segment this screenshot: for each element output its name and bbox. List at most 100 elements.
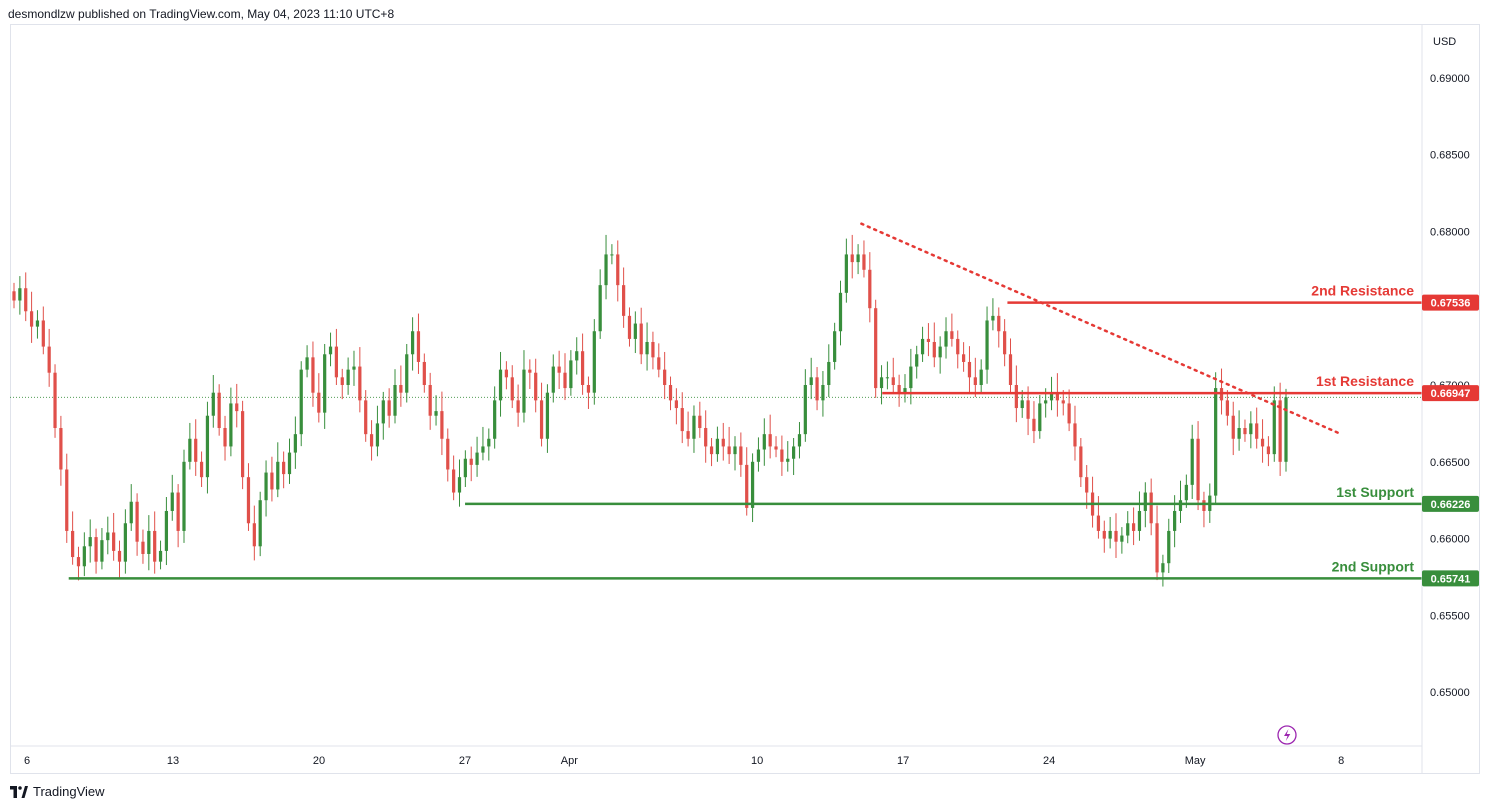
candle-body (287, 452, 292, 475)
y-tick-label: 0.66500 (1430, 457, 1470, 469)
candle (399, 365, 403, 407)
candle-body (194, 438, 198, 462)
candle (616, 240, 620, 302)
candle (317, 373, 321, 423)
flash-icon[interactable] (1277, 725, 1297, 745)
y-tick-label: 0.65500 (1430, 610, 1470, 622)
currency-label: USD (1433, 36, 1456, 48)
candle (1167, 518, 1171, 574)
candle (82, 532, 86, 577)
candle-body (176, 492, 180, 531)
candle (674, 388, 678, 425)
candle-body (944, 331, 948, 347)
candle-body (961, 354, 966, 362)
candle (170, 474, 174, 521)
candle-body (1184, 484, 1188, 501)
candle-body (762, 434, 766, 450)
candle (1126, 511, 1130, 544)
candle (639, 307, 643, 365)
candle-body (750, 461, 755, 508)
candle-body (229, 403, 233, 447)
candle-body (973, 377, 977, 385)
2nd-resistance-label: 2nd Resistance (1311, 283, 1414, 299)
candle (762, 418, 766, 466)
candle-body (1260, 438, 1265, 447)
candle (498, 351, 503, 417)
descending-trendline (860, 222, 1343, 436)
candle-body (1161, 563, 1165, 573)
candle (112, 512, 116, 561)
candle (750, 453, 755, 523)
candle (1026, 386, 1030, 436)
candle-body (1003, 331, 1007, 355)
candle (915, 345, 919, 379)
candle (1090, 476, 1095, 528)
candle (1079, 437, 1083, 488)
candle-body (1167, 530, 1171, 564)
candle-body (821, 385, 825, 401)
candle-body (569, 360, 573, 389)
candle-body (668, 385, 673, 401)
candle (223, 415, 227, 461)
1st-resistance-price-tag (1422, 385, 1479, 402)
candle (838, 280, 843, 346)
candle-body (657, 357, 661, 370)
candle (440, 391, 444, 456)
1st-resistance-price-text: 0.66947 (1431, 388, 1471, 400)
y-tick-label: 0.65000 (1430, 687, 1470, 699)
candle (528, 359, 532, 389)
candle (657, 343, 661, 378)
levels (68, 222, 1422, 580)
candle (29, 291, 34, 343)
candle-body (768, 434, 772, 447)
candle (1219, 368, 1224, 415)
x-tick-label: 10 (751, 755, 763, 767)
2nd-resistance-price-text: 0.67536 (1431, 298, 1471, 310)
candle-body (1085, 477, 1089, 493)
candle (422, 353, 426, 393)
candle-body (827, 361, 831, 385)
candle (1284, 388, 1288, 472)
1st-support-price-tag (1422, 495, 1479, 512)
candle (457, 459, 462, 507)
candle (65, 453, 69, 543)
candle (1003, 319, 1007, 367)
candle-body (1249, 423, 1253, 435)
candle (199, 451, 204, 488)
2nd-support-price-tag (1422, 570, 1479, 587)
candle-body (674, 400, 678, 409)
candle-body (1114, 530, 1118, 542)
candle (410, 317, 415, 371)
candle-body (522, 369, 526, 413)
candle-body (1131, 523, 1136, 531)
candle-body (299, 369, 303, 435)
candle (991, 298, 995, 331)
candle (258, 491, 262, 557)
candle-body (112, 532, 116, 551)
candle-body (1266, 446, 1271, 455)
candle-body (282, 461, 286, 475)
candle (1184, 474, 1188, 508)
candle-body (317, 392, 321, 413)
candle (909, 348, 913, 405)
candle-body (1055, 392, 1060, 401)
candle (663, 351, 667, 400)
footer: TradingView (10, 784, 105, 799)
candle-body (76, 557, 81, 567)
candle-body (53, 372, 57, 429)
y-tick-label: 0.69000 (1430, 73, 1470, 85)
candle (240, 400, 245, 490)
candle-body (950, 331, 954, 339)
candle-body (580, 351, 585, 385)
candle (211, 375, 215, 428)
candle-body (909, 366, 913, 389)
candle (862, 240, 866, 278)
candle (1149, 478, 1153, 536)
candle (94, 528, 98, 574)
candle (504, 361, 508, 390)
candle-body (123, 523, 127, 562)
candle-body (276, 461, 280, 490)
candle (874, 299, 878, 398)
x-tick-label: May (1185, 755, 1206, 767)
